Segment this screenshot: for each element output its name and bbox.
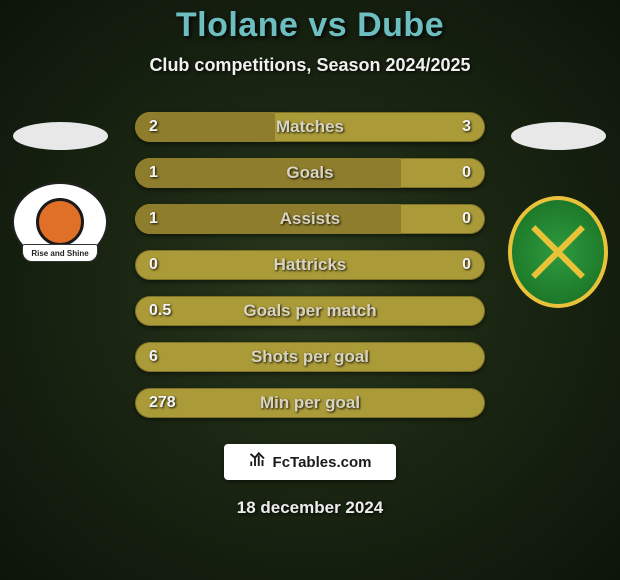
stat-label: Hattricks	[274, 255, 347, 275]
stats-list: 2 3 Matches 1 0 Goals 1 0 Assists 0 0 Hattricks 0.5 G…	[135, 112, 485, 418]
stat-value-left: 0.5	[149, 302, 171, 320]
stat-value-left: 0	[149, 256, 158, 274]
stat-label: Min per goal	[260, 393, 360, 413]
stat-label: Goals per match	[243, 301, 376, 321]
stat-label: Assists	[280, 209, 340, 229]
stat-row: 6 Shots per goal	[135, 342, 485, 372]
page-title: Tlolane vs Dube	[176, 6, 444, 45]
stat-row: 2 3 Matches	[135, 112, 485, 142]
brand-pill[interactable]: FcTables.com	[224, 444, 396, 480]
stat-value-left: 2	[149, 118, 158, 136]
chart-icon	[249, 451, 267, 473]
player-right-column	[508, 122, 608, 308]
stat-row: 0.5 Goals per match	[135, 296, 485, 326]
stat-row: 0 0 Hattricks	[135, 250, 485, 280]
club-badge-left: Rise and Shine	[12, 182, 108, 262]
player-left-silhouette	[13, 122, 108, 150]
stat-value-right: 0	[462, 210, 471, 228]
stat-row: 1 0 Assists	[135, 204, 485, 234]
stat-fill-left	[135, 158, 401, 188]
stat-value-left: 6	[149, 348, 158, 366]
stat-value-left: 1	[149, 210, 158, 228]
stat-value-right: 0	[462, 164, 471, 182]
stat-row: 1 0 Goals	[135, 158, 485, 188]
page-subtitle: Club competitions, Season 2024/2025	[149, 55, 470, 76]
stat-label: Shots per goal	[251, 347, 369, 367]
stat-value-left: 1	[149, 164, 158, 182]
card-container: Tlolane vs Dube Club competitions, Seaso…	[0, 0, 620, 580]
stat-row: 278 Min per goal	[135, 388, 485, 418]
player-left-column: Rise and Shine	[12, 122, 108, 262]
stat-label: Matches	[276, 117, 344, 137]
stat-fill-left	[135, 204, 401, 234]
club-badge-left-inner	[36, 198, 84, 246]
stat-value-right: 0	[462, 256, 471, 274]
stat-value-left: 278	[149, 394, 176, 412]
player-right-silhouette	[511, 122, 606, 150]
date-label: 18 december 2024	[237, 498, 384, 518]
stat-label: Goals	[286, 163, 333, 183]
club-badge-right	[508, 196, 608, 308]
brand-label: FcTables.com	[273, 454, 372, 471]
stat-value-right: 3	[462, 118, 471, 136]
club-badge-right-arrows-icon	[528, 222, 588, 282]
club-badge-left-ribbon: Rise and Shine	[22, 244, 98, 262]
